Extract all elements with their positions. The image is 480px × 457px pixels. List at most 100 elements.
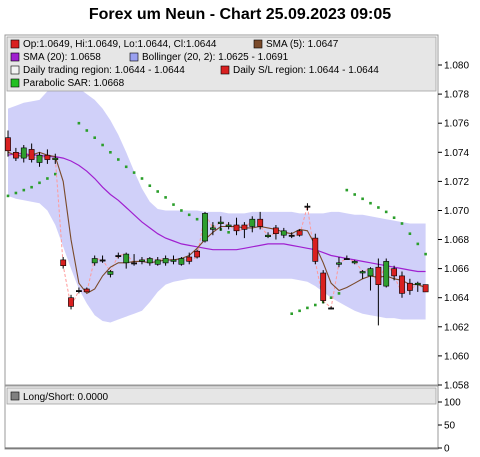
y-tick-label: 1.066 [444,264,469,275]
y-tick-label: 1.074 [444,148,469,159]
candle-body [233,224,240,232]
sar-dot [424,252,427,256]
legend-trading-region: Daily trading region: 1.0644 - 1.0644 [23,65,185,76]
candle-body [107,271,114,275]
candle-body [170,259,177,262]
lower-y-tick-label: 100 [444,398,461,409]
sar-dot [132,171,136,174]
legend-swatch-bollinger [129,52,139,62]
candle-body [351,261,358,264]
candle-body [217,221,224,224]
long-short-y-axis: 0 50 100 [438,398,461,455]
sma20-line [7,153,426,273]
sma5-layer [7,151,426,295]
sar-dot [93,136,96,139]
sar-dot [54,172,57,176]
sar-dot [369,201,372,205]
candle-body [139,259,145,262]
candle-body [178,258,185,265]
candle-body [391,268,397,277]
sar-dot [329,296,333,299]
legend-bollinger: Bollinger (20, 2): 1.0625 - 1.0691 [142,52,289,63]
sar-dot [140,177,144,180]
long-short-legend-background [6,387,437,405]
y-tick-label: 1.062 [444,322,469,333]
candle-body [60,259,67,266]
candle-body [36,154,43,163]
candle-body [146,258,153,264]
candle-body [210,227,216,230]
sar-dot [290,312,293,315]
candle-body [202,213,208,242]
candle-body [249,218,256,227]
sar-dot [377,206,380,209]
candle-body [367,268,374,277]
legend-long-short: Long/Short: 0.0000 [23,392,109,403]
candle-body [320,272,327,301]
sar-dot [337,292,341,295]
sar-dot [227,231,230,234]
candle-body [44,154,51,160]
y-tick-label: 1.070 [444,206,469,217]
sar-dot [353,193,356,196]
sar-dot [156,190,159,193]
candle-body [359,271,366,274]
sar-dot [361,197,364,201]
candle-body [123,253,130,264]
sar-dot [384,210,388,214]
candle-body [99,259,106,262]
sar-dot [314,303,317,307]
sar-dot [180,209,183,212]
sar-dot [38,181,41,185]
legend-swatch-sma20 [10,52,20,62]
y-tick-label: 1.064 [444,293,469,304]
candle-body [257,218,264,227]
lower-y-tick-label: 0 [444,444,450,455]
sar-dot [416,242,420,246]
sar-dot [30,185,33,189]
legend-swatch-ohlc [10,39,20,49]
candle-body [83,288,90,293]
sar-dot [164,196,167,199]
candle-body [241,224,248,230]
candle-body [194,250,200,258]
legend-sar: Parabolic SAR: 1.0668 [23,78,125,89]
y-tick-label: 1.078 [444,90,469,101]
y-tick-label: 1.060 [444,351,469,362]
sar-dot [345,188,349,192]
candle-body [68,297,74,307]
candle-body [336,262,342,265]
candle-body [225,224,232,227]
candle-body [265,234,271,237]
sar-dot [408,232,412,235]
candle-body [20,147,27,159]
bollinger-band [8,85,426,323]
candle-body [186,256,193,262]
sar-dot [124,165,128,169]
sar-dot [101,143,104,147]
candle-body [422,284,429,293]
candle-body [91,258,98,264]
legend-swatch-sar [10,78,20,88]
sar-dot [306,306,309,310]
candle-body [375,266,382,286]
price-y-axis: 1.058 1.060 1.062 1.064 1.066 1.068 1.070 1.072… [438,61,469,392]
candles-layer [5,130,429,326]
candle-body [414,282,421,286]
candle-body [13,152,19,159]
sar-dot [14,191,18,195]
candle-body [304,205,311,208]
candle-body [115,255,122,258]
candle-body [28,149,35,160]
sma5-line [7,151,426,295]
y-tick-label: 1.076 [444,119,469,130]
candle-body [406,282,413,291]
sar-dot [392,216,396,219]
candle-body [154,259,161,265]
sar-dot [46,177,49,180]
y-tick-label: 1.058 [444,381,469,392]
candle-body [312,237,319,262]
sar-dot [6,194,10,198]
sar-dot [187,213,191,217]
